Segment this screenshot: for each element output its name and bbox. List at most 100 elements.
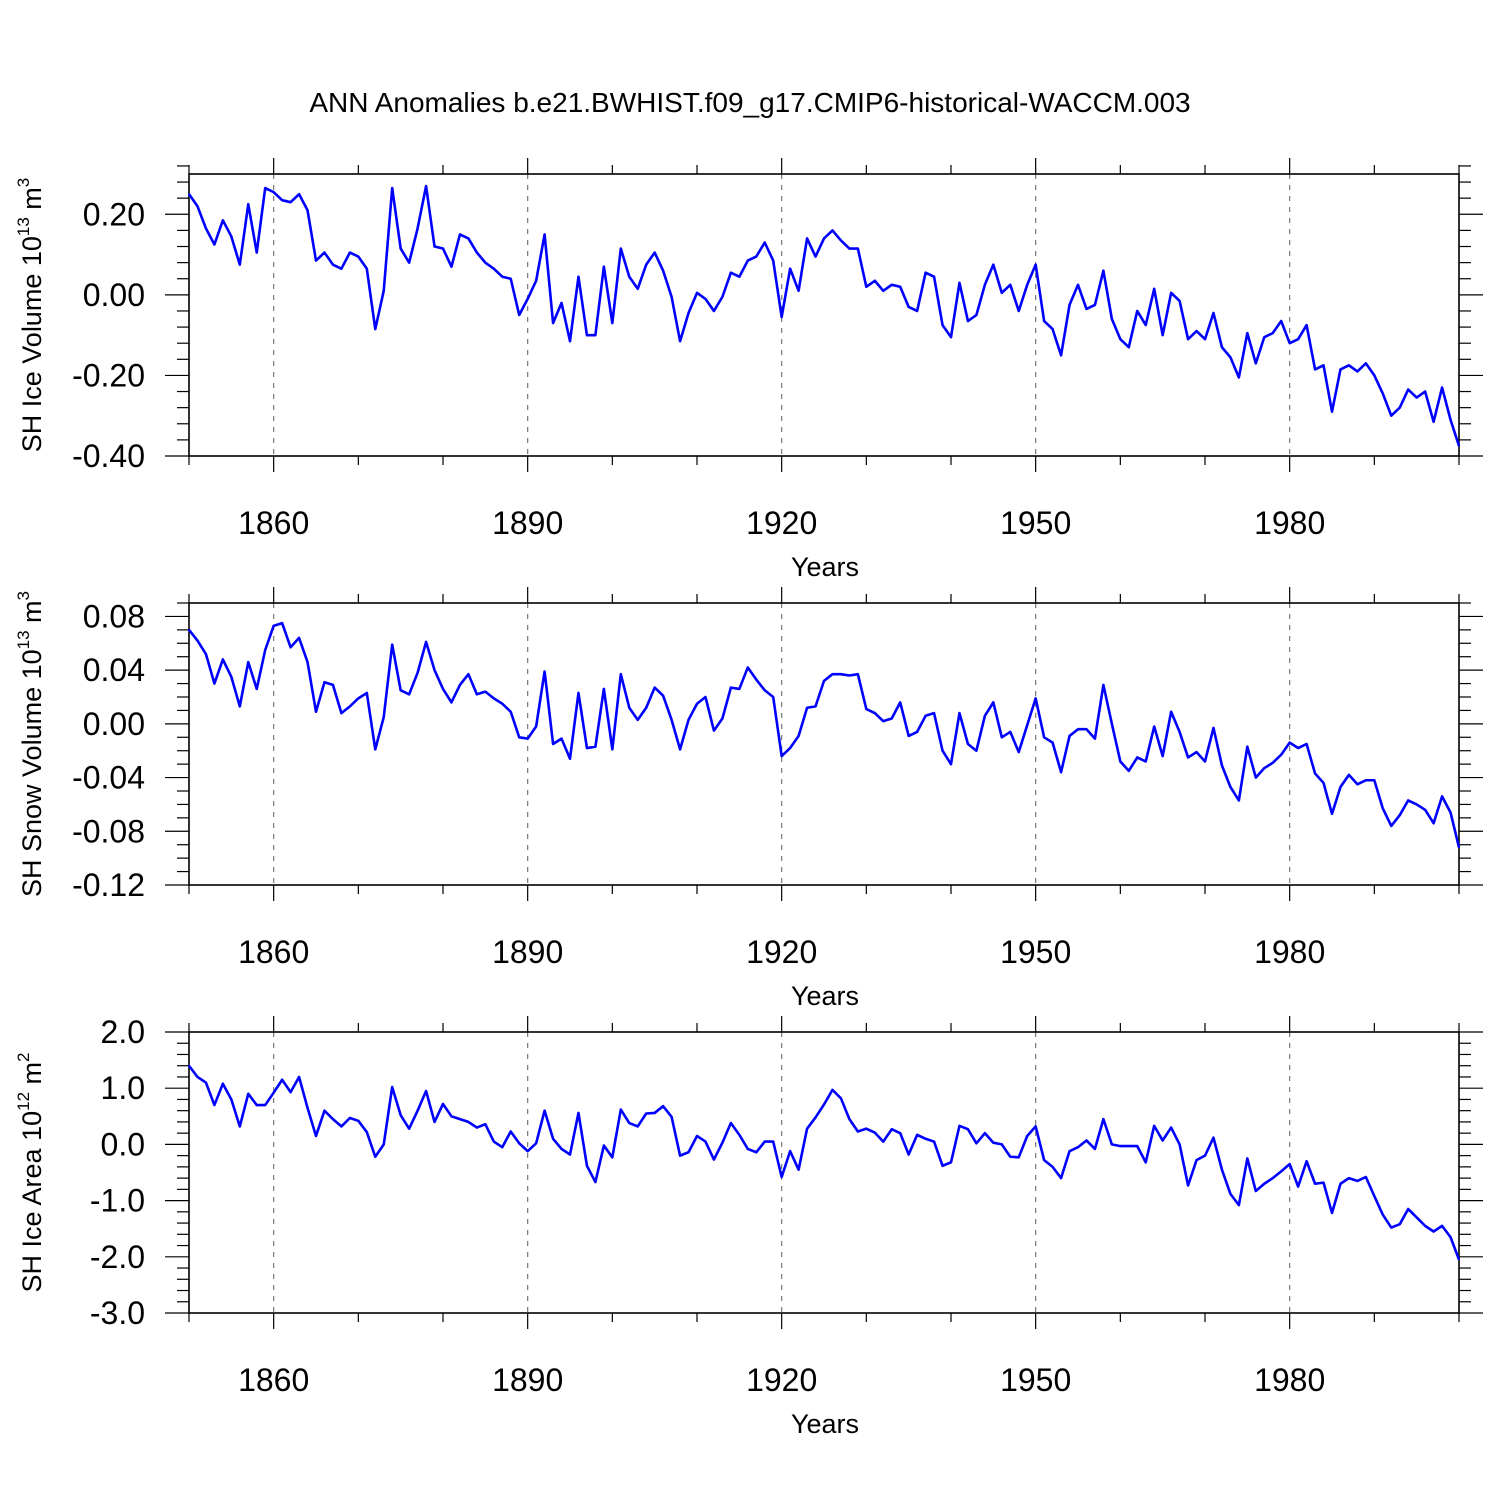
data-point (687, 312, 690, 314)
data-point (1060, 771, 1062, 774)
data-point (933, 712, 935, 715)
data-point (255, 1104, 258, 1106)
data-point (1204, 760, 1206, 763)
data-point (213, 682, 216, 685)
data-point (1263, 767, 1266, 770)
data-point (1127, 1145, 1130, 1147)
data-point (950, 763, 952, 766)
data-point (315, 1135, 317, 1137)
data-point (188, 1064, 190, 1067)
data-point (348, 705, 351, 708)
data-point (1094, 304, 1096, 306)
data-point (1314, 1182, 1316, 1185)
data-point (230, 1098, 233, 1101)
data-point (772, 696, 775, 698)
data-point (738, 275, 741, 278)
data-point (1085, 308, 1088, 310)
data-point (543, 1109, 546, 1112)
data-point (1009, 283, 1012, 286)
data-point (535, 1142, 538, 1145)
data-point (357, 1119, 360, 1122)
data-point (1000, 291, 1003, 294)
panel-snow-volume: -0.12 -0.08 -0.04 0.00 0.04 0.08 1860 1890 1920 1… (14, 587, 1483, 1011)
data-point (1017, 751, 1020, 753)
data-point (323, 1109, 326, 1112)
data-point (967, 320, 969, 322)
data-point (1009, 1155, 1012, 1158)
data-point (272, 1091, 275, 1094)
data-point (1415, 1216, 1418, 1219)
data-point (586, 747, 588, 749)
data-point (416, 1109, 419, 1112)
data-point (729, 271, 732, 274)
data-point (704, 696, 707, 698)
data-point (746, 666, 749, 669)
data-point (916, 1133, 919, 1136)
data-point (526, 737, 529, 740)
data-point (594, 745, 597, 748)
data-point (188, 193, 190, 196)
data-point (213, 243, 216, 246)
y-tick-label: 0.00 (83, 277, 145, 313)
data-point (518, 736, 521, 739)
data-point (1017, 1156, 1020, 1159)
data-point (1314, 772, 1316, 775)
data-point (1246, 745, 1249, 748)
data-point (814, 255, 817, 258)
data-point (1449, 811, 1452, 814)
data-point (1432, 420, 1435, 423)
data-point (1229, 1192, 1232, 1195)
data-point (289, 1091, 292, 1094)
data-point (797, 289, 800, 292)
data-point (543, 670, 546, 673)
data-point (518, 314, 521, 316)
data-point (1068, 735, 1071, 737)
data-point (1297, 747, 1300, 749)
data-point (1458, 846, 1460, 849)
data-point (1398, 406, 1401, 409)
data-point (1077, 283, 1079, 286)
data-point (1356, 1180, 1359, 1182)
data-point (1051, 741, 1054, 744)
data-point (450, 701, 453, 704)
data-point (636, 718, 639, 721)
data-point (679, 748, 681, 751)
data-point (281, 199, 284, 202)
data-point (1415, 396, 1418, 399)
data-point (1212, 726, 1215, 729)
y-tick-label: -3.0 (90, 1295, 145, 1331)
data-point (1187, 1184, 1189, 1187)
data-point (950, 1161, 952, 1164)
data-point (1449, 418, 1452, 421)
data-point (1170, 291, 1173, 294)
data-point (670, 718, 673, 721)
data-point (391, 1086, 394, 1088)
data-point (1348, 364, 1350, 367)
data-point (213, 1104, 216, 1106)
data-point (907, 306, 910, 308)
data-point (1305, 743, 1308, 745)
data-point (983, 283, 986, 286)
data-point (814, 1116, 817, 1119)
data-point (238, 1125, 241, 1128)
data-point (1271, 1177, 1274, 1180)
data-point (205, 1081, 207, 1084)
data-point (1170, 1126, 1173, 1129)
data-point (1000, 1143, 1003, 1146)
data-point (602, 688, 605, 690)
data-point (298, 193, 300, 196)
data-point (501, 275, 504, 278)
data-point (763, 241, 766, 244)
data-point (1136, 1145, 1139, 1147)
data-point (696, 1135, 698, 1137)
data-point (348, 1117, 351, 1119)
data-point (382, 289, 385, 292)
data-point (1237, 376, 1240, 379)
x-tick-label: 1890 (492, 934, 563, 970)
data-point (1305, 324, 1308, 326)
data-point (315, 710, 317, 713)
data-point (374, 1155, 377, 1158)
data-point (907, 1153, 910, 1156)
data-point (1187, 756, 1189, 759)
data-point (1009, 731, 1012, 733)
